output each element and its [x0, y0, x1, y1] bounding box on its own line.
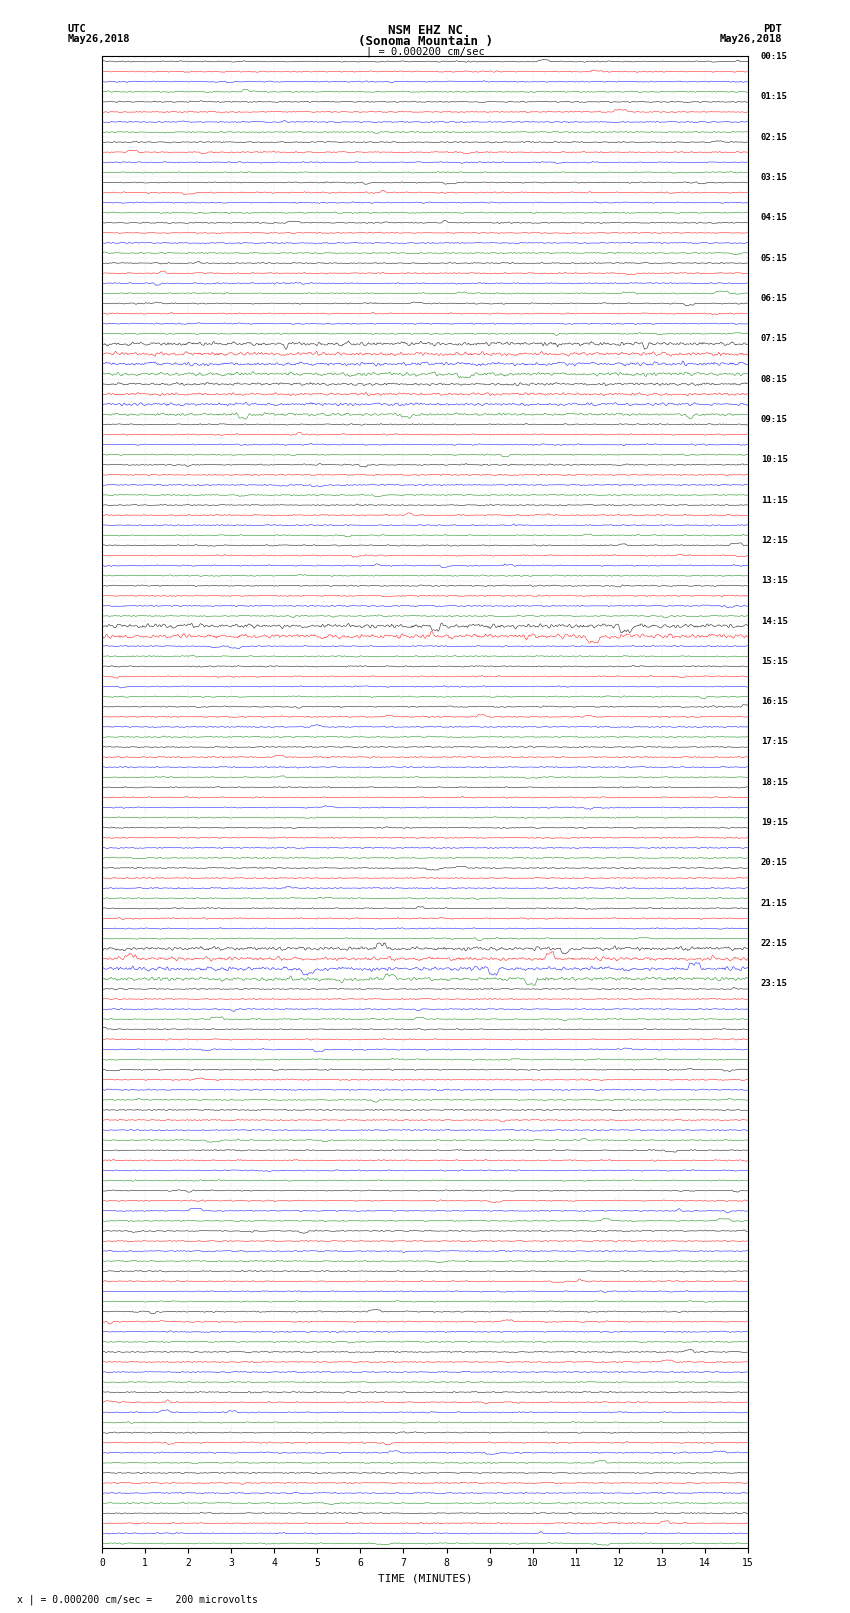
Text: 19:15: 19:15 [761, 818, 788, 827]
Text: 13:15: 13:15 [761, 576, 788, 586]
Text: 23:15: 23:15 [761, 979, 788, 989]
Text: 00:15: 00:15 [761, 52, 788, 61]
Text: 06:15: 06:15 [761, 294, 788, 303]
Text: 18:15: 18:15 [761, 777, 788, 787]
Text: 03:15: 03:15 [761, 173, 788, 182]
Text: 20:15: 20:15 [761, 858, 788, 868]
Text: 17:15: 17:15 [761, 737, 788, 747]
Text: PDT: PDT [763, 24, 782, 34]
Text: 01:15: 01:15 [761, 92, 788, 102]
X-axis label: TIME (MINUTES): TIME (MINUTES) [377, 1574, 473, 1584]
Text: 02:15: 02:15 [761, 132, 788, 142]
Text: 22:15: 22:15 [761, 939, 788, 948]
Text: May26,2018: May26,2018 [68, 34, 131, 44]
Text: (Sonoma Mountain ): (Sonoma Mountain ) [358, 35, 492, 48]
Text: 05:15: 05:15 [761, 253, 788, 263]
Text: UTC: UTC [68, 24, 87, 34]
Text: 08:15: 08:15 [761, 374, 788, 384]
Text: 11:15: 11:15 [761, 495, 788, 505]
Text: x | = 0.000200 cm/sec =    200 microvolts: x | = 0.000200 cm/sec = 200 microvolts [17, 1594, 258, 1605]
Text: 04:15: 04:15 [761, 213, 788, 223]
Text: 16:15: 16:15 [761, 697, 788, 706]
Text: 09:15: 09:15 [761, 415, 788, 424]
Text: 12:15: 12:15 [761, 536, 788, 545]
Text: May26,2018: May26,2018 [719, 34, 782, 44]
Text: 15:15: 15:15 [761, 656, 788, 666]
Text: 07:15: 07:15 [761, 334, 788, 344]
Text: 21:15: 21:15 [761, 898, 788, 908]
Text: 14:15: 14:15 [761, 616, 788, 626]
Text: NSM EHZ NC: NSM EHZ NC [388, 24, 462, 37]
Text: | = 0.000200 cm/sec: | = 0.000200 cm/sec [366, 47, 484, 58]
Text: 10:15: 10:15 [761, 455, 788, 465]
